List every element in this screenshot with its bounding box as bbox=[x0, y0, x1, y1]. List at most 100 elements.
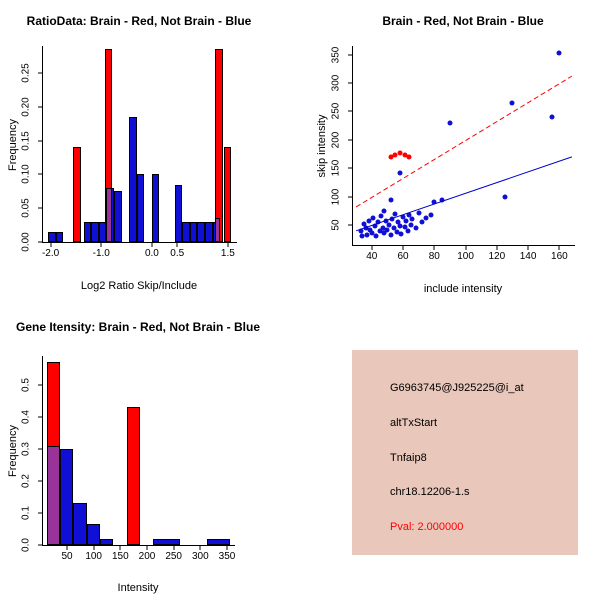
y-tick-label: 250 bbox=[330, 103, 342, 120]
x-tick-mark bbox=[119, 545, 121, 550]
histogram-bar-not-brain bbox=[197, 221, 206, 242]
y-tick-mark bbox=[348, 54, 353, 56]
probe-id-text: G6963745@J925225@i_at bbox=[390, 382, 524, 394]
x-tick-mark bbox=[173, 545, 175, 550]
ratio-histogram-title: RatioData: Brain - Red, Not Brain - Blue bbox=[26, 14, 252, 28]
histogram-bar-overlap bbox=[106, 187, 113, 242]
scatter-point-not-brain bbox=[381, 230, 387, 236]
scatter-point-not-brain bbox=[416, 210, 422, 216]
y-tick-label: 0.4 bbox=[20, 409, 32, 424]
scatter-point-not-brain bbox=[380, 225, 386, 231]
y-tick-label: 0.15 bbox=[20, 130, 32, 151]
scatter-point-not-brain bbox=[370, 215, 376, 221]
scatter-point-not-brain bbox=[413, 225, 419, 231]
x-tick-label: 200 bbox=[138, 551, 156, 562]
histogram-bar-not-brain bbox=[205, 221, 213, 242]
y-tick-mark bbox=[38, 140, 43, 142]
y-tick-label: 0.2 bbox=[20, 473, 32, 488]
ratio-histogram-ylabel: Frequency bbox=[7, 119, 19, 171]
scatter-point-not-brain bbox=[361, 221, 367, 227]
chromosome-location-text: chr18.12206-1.s bbox=[390, 486, 470, 499]
x-tick-mark bbox=[527, 245, 529, 250]
scatter-point-not-brain bbox=[359, 233, 365, 239]
y-tick-mark bbox=[38, 106, 43, 108]
x-tick-mark bbox=[496, 245, 498, 250]
x-tick-label: 250 bbox=[165, 551, 182, 562]
y-tick-label: 300 bbox=[330, 74, 342, 92]
scatter-point-not-brain bbox=[428, 212, 434, 218]
y-tick-mark bbox=[348, 82, 353, 84]
ratio-histogram-xlabel: Log2 Ratio Skip/Include bbox=[80, 280, 198, 292]
x-tick-label: 150 bbox=[111, 551, 129, 562]
histogram-bar-overlap bbox=[215, 218, 221, 242]
scatter-point-not-brain bbox=[372, 223, 378, 229]
x-tick-label: 0.0 bbox=[144, 248, 159, 259]
y-tick-label: 0.1 bbox=[20, 506, 32, 520]
x-tick-label: 0.5 bbox=[170, 248, 185, 259]
y-tick-label: 50 bbox=[330, 219, 342, 231]
histogram-bar-not-brain bbox=[206, 538, 230, 545]
x-tick-label: -1.0 bbox=[92, 248, 110, 259]
histogram-bar-not-brain bbox=[73, 503, 87, 545]
histogram-bar-brain bbox=[223, 147, 232, 242]
histogram-bar-not-brain bbox=[113, 191, 122, 242]
y-tick-mark bbox=[348, 139, 353, 141]
histogram-bar-not-brain bbox=[60, 448, 74, 545]
histogram-bar-brain bbox=[73, 147, 81, 242]
x-tick-label: 80 bbox=[428, 251, 440, 262]
scatter-point-brain bbox=[402, 152, 408, 158]
y-tick-mark bbox=[348, 224, 353, 226]
y-tick-label: 0.0 bbox=[20, 538, 32, 552]
x-tick-mark bbox=[176, 242, 178, 247]
x-tick-label: 100 bbox=[85, 551, 102, 562]
scatter-point-not-brain bbox=[509, 100, 515, 106]
scatter-point-not-brain bbox=[391, 225, 397, 231]
scatter-point-not-brain bbox=[419, 219, 425, 225]
gene-intensity-ylabel: Frequency bbox=[7, 425, 19, 477]
histogram-bar-not-brain bbox=[189, 221, 198, 242]
x-tick-label: 140 bbox=[519, 251, 537, 262]
x-tick-mark bbox=[433, 245, 435, 250]
y-tick-label: 350 bbox=[330, 46, 342, 63]
y-tick-mark bbox=[38, 173, 43, 175]
scatter-point-not-brain bbox=[367, 227, 373, 233]
x-tick-mark bbox=[227, 242, 229, 247]
scatter-point-not-brain bbox=[398, 231, 404, 237]
y-tick-mark bbox=[38, 207, 43, 209]
histogram-bar-not-brain bbox=[136, 174, 145, 242]
x-tick-mark bbox=[558, 245, 560, 250]
scatter-xlabel: include intensity bbox=[423, 283, 503, 295]
scatter-point-brain bbox=[388, 154, 394, 160]
x-tick-label: 350 bbox=[218, 551, 236, 562]
scatter-point-brain bbox=[392, 152, 398, 158]
scatter-point-not-brain bbox=[397, 223, 403, 229]
histogram-bar-not-brain bbox=[151, 174, 160, 242]
x-tick-label: 120 bbox=[488, 251, 506, 262]
x-tick-mark bbox=[100, 242, 102, 247]
scatter-point-not-brain bbox=[373, 233, 379, 239]
histogram-bar-not-brain bbox=[100, 538, 114, 545]
scatter-point-not-brain bbox=[406, 212, 412, 218]
scatter-point-not-brain bbox=[402, 224, 408, 230]
gene-intensity-histogram-title: Gene Itensity: Brain - Red, Not Brain - … bbox=[15, 320, 261, 334]
scatter-point-not-brain bbox=[388, 232, 394, 238]
x-tick-label: -2.0 bbox=[41, 248, 60, 259]
x-tick-label: 100 bbox=[457, 251, 474, 262]
histogram-bar-not-brain bbox=[174, 184, 183, 242]
scatter-point-not-brain bbox=[439, 197, 445, 203]
pval-text: Pval: 2.000000 bbox=[390, 521, 464, 533]
scatter-point-not-brain bbox=[423, 215, 429, 221]
scatter-point-brain bbox=[397, 150, 403, 156]
x-tick-label: 160 bbox=[551, 251, 568, 262]
y-tick-label: 0.3 bbox=[20, 441, 32, 456]
y-tick-label: 100 bbox=[330, 188, 342, 206]
x-tick-label: 1.5 bbox=[220, 248, 235, 259]
scatter-point-not-brain bbox=[358, 228, 364, 234]
x-tick-label: 50 bbox=[61, 551, 73, 562]
y-tick-mark bbox=[38, 416, 43, 418]
scatter-point-not-brain bbox=[389, 216, 395, 222]
y-tick-label: 0.05 bbox=[20, 198, 32, 218]
y-tick-label: 0.10 bbox=[20, 164, 32, 185]
info-box: G6963745@J925225@i_at altTxStart Tnfaip8… bbox=[352, 350, 578, 555]
